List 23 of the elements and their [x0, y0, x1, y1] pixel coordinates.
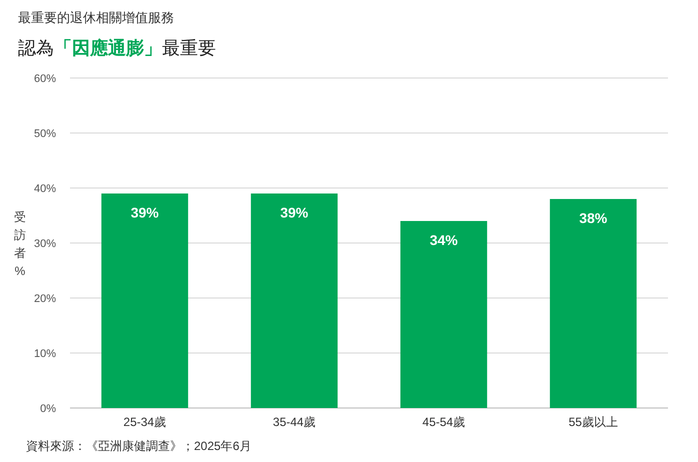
- bar: [550, 199, 637, 408]
- x-tick-label: 35-44歲: [272, 415, 316, 429]
- y-tick-label: 10%: [34, 348, 56, 360]
- y-axis-title: 受訪者%: [14, 210, 26, 278]
- source-note: 資料來源：《亞洲康健調查》；2025年6月: [26, 439, 252, 453]
- chart-subtitle: 認為「因應通膨」最重要: [18, 38, 216, 58]
- bar: [250, 194, 338, 408]
- chart-title: 最重要的退休相關增值服務: [18, 10, 174, 25]
- y-tick-label: 0%: [40, 403, 56, 415]
- data-label: 34%: [430, 232, 458, 248]
- y-tick-label: 40%: [34, 183, 56, 195]
- bar: [400, 221, 488, 408]
- x-tick-label: 45-54歲: [422, 415, 466, 429]
- data-label: 38%: [579, 210, 608, 226]
- data-label: 39%: [280, 204, 309, 220]
- y-tick-label: 60%: [34, 73, 56, 85]
- x-tick-label: 55歲以上: [568, 415, 618, 429]
- y-tick-label: 20%: [34, 293, 56, 305]
- y-tick-label: 50%: [34, 128, 56, 140]
- data-label: 39%: [130, 204, 160, 220]
- y-tick-label: 30%: [34, 238, 56, 250]
- x-tick-label: 25-34歲: [123, 415, 166, 429]
- bar: [101, 194, 188, 408]
